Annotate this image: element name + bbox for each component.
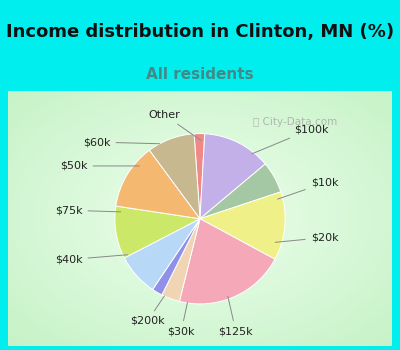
Wedge shape [162, 219, 200, 301]
Wedge shape [116, 150, 200, 219]
Wedge shape [115, 206, 200, 258]
Wedge shape [200, 192, 285, 259]
Wedge shape [194, 134, 205, 219]
Text: $40k: $40k [55, 255, 127, 265]
Wedge shape [200, 164, 281, 219]
Text: Income distribution in Clinton, MN (%): Income distribution in Clinton, MN (%) [6, 23, 394, 41]
Text: Ⓜ City-Data.com: Ⓜ City-Data.com [253, 117, 337, 127]
Text: All residents: All residents [146, 67, 254, 82]
Text: $125k: $125k [218, 296, 253, 336]
Wedge shape [150, 134, 200, 219]
Wedge shape [153, 219, 200, 295]
Wedge shape [179, 219, 275, 304]
Wedge shape [200, 134, 265, 219]
Text: $200k: $200k [130, 296, 165, 326]
Text: $50k: $50k [60, 161, 139, 171]
Text: $75k: $75k [55, 205, 120, 215]
Text: $60k: $60k [83, 137, 160, 147]
Text: $20k: $20k [275, 232, 338, 243]
Text: $10k: $10k [278, 178, 338, 199]
Text: $100k: $100k [252, 124, 328, 154]
Wedge shape [124, 219, 200, 289]
Text: $30k: $30k [168, 302, 195, 336]
Text: Other: Other [148, 110, 201, 140]
